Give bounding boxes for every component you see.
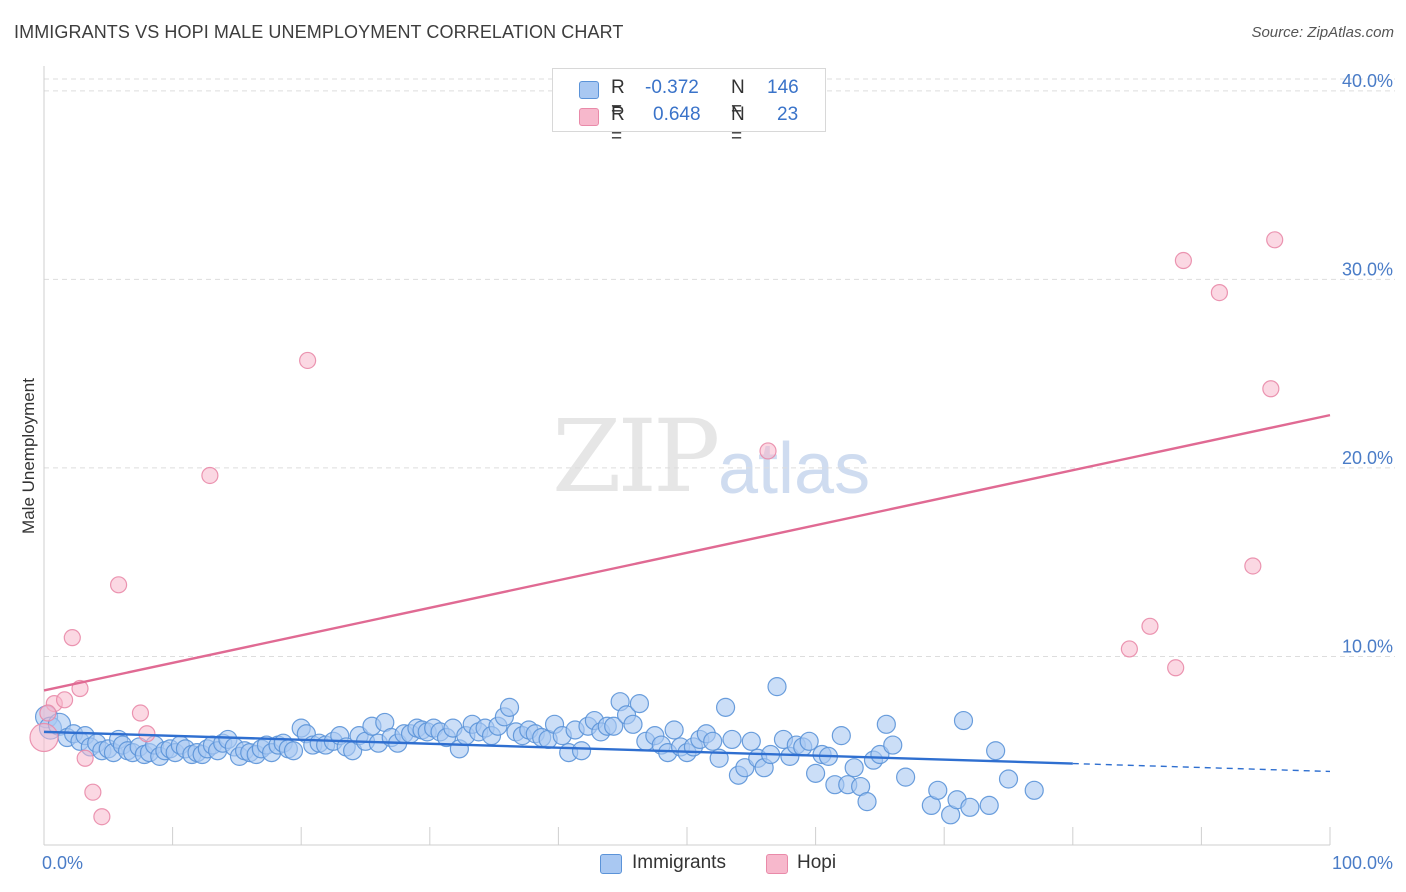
immigrants-point	[735, 758, 755, 778]
hopi-point	[84, 783, 102, 801]
hopi-point	[201, 466, 219, 485]
immigrants-point	[629, 693, 650, 714]
tick-labels: 10.0% 20.0% 30.0% 40.0% 0.0% 100.0%	[42, 71, 1393, 873]
legend-n-value: 146	[767, 77, 799, 98]
immigrants-point	[722, 729, 742, 750]
hopi-point	[1141, 617, 1159, 635]
immigrants-point	[664, 720, 684, 740]
hopi-point	[55, 691, 74, 709]
immigrants-swatch	[579, 81, 599, 99]
immigrants-point	[1024, 780, 1044, 800]
immigrants-point	[857, 792, 877, 812]
immigrants-point	[998, 769, 1019, 789]
immigrants-trendline	[43, 730, 1073, 765]
immigrants-point	[986, 741, 1006, 761]
immigrants-legend-label: Immigrants	[632, 852, 726, 873]
immigrants-point	[715, 697, 736, 717]
immigrants-point	[928, 780, 948, 800]
hopi-point	[1210, 283, 1229, 302]
chart-title: IMMIGRANTS VS HOPI MALE UNEMPLOYMENT COR…	[14, 22, 624, 42]
hopi-swatch	[579, 108, 599, 126]
immigrants-points	[34, 677, 1044, 825]
source-label: Source: ZipAtlas.com	[1251, 24, 1394, 41]
immigrants-point	[571, 741, 592, 761]
hopi-point	[39, 704, 57, 722]
trend-lines	[43, 413, 1331, 773]
legend-r-value: -0.372	[645, 77, 699, 98]
watermark-zip: ZIP	[552, 398, 720, 515]
immigrants-trendline-extension	[1072, 762, 1331, 773]
hopi-point	[131, 704, 150, 722]
hopi-point	[29, 722, 59, 753]
immigrants-point	[703, 731, 723, 751]
immigrants-point	[283, 741, 304, 761]
grid-lines	[44, 78, 1395, 657]
immigrants-point	[741, 731, 761, 751]
hopi-point	[76, 749, 94, 767]
hopi-legend-label: Hopi	[797, 852, 837, 873]
legend-r-key: R =	[611, 77, 625, 120]
hopi-point	[1120, 640, 1138, 658]
hopi-point	[1167, 659, 1185, 677]
immigrants-legend-swatch	[600, 854, 622, 874]
immigrants-point	[883, 735, 903, 755]
hopi-point	[1174, 251, 1192, 270]
immigrants-point	[953, 710, 974, 731]
hopi-point	[1266, 231, 1284, 249]
y-tick-label: 10.0%	[1342, 636, 1393, 656]
legend-r-value: 0.648	[653, 104, 701, 125]
hopi-point	[93, 808, 111, 826]
y-axis-title: Male Unemployment	[19, 378, 38, 534]
immigrants-point	[844, 758, 864, 778]
x-tick-label-min: 0.0%	[42, 853, 83, 873]
legend-n-key: N =	[731, 77, 745, 120]
immigrants-point	[499, 697, 520, 717]
immigrants-point	[604, 716, 624, 736]
immigrants-point	[979, 795, 999, 816]
x-tick-label-max: 100.0%	[1332, 853, 1393, 873]
y-tick-label: 20.0%	[1342, 448, 1393, 468]
legend-n-value: 23	[777, 104, 799, 125]
hopi-points	[29, 231, 1284, 826]
hopi-point	[63, 629, 81, 647]
y-tick-label: 30.0%	[1342, 259, 1393, 279]
immigrants-point	[623, 714, 643, 734]
hopi-legend-swatch	[766, 854, 788, 874]
immigrants-point	[960, 797, 980, 817]
immigrants-point	[799, 731, 819, 751]
hopi-point	[109, 576, 128, 594]
immigrants-point	[896, 767, 916, 787]
correlation-legend: R = -0.372 N = 146 R = 0.648 N = 23	[552, 68, 826, 147]
immigrants-point	[870, 744, 890, 765]
legend-r-key: R =	[611, 104, 625, 147]
hopi-point	[1244, 557, 1262, 575]
immigrants-point	[805, 763, 826, 783]
hopi-point	[759, 442, 777, 460]
immigrants-point	[831, 726, 851, 746]
immigrants-point	[876, 714, 896, 734]
hopi-point	[299, 351, 317, 370]
hopi-trendline	[43, 413, 1331, 692]
y-tick-label: 40.0%	[1342, 71, 1393, 91]
immigrants-point	[767, 677, 787, 697]
legend-n-key: N =	[731, 104, 745, 147]
hopi-point	[1262, 380, 1280, 398]
watermark-atlas: atlas	[718, 429, 871, 509]
